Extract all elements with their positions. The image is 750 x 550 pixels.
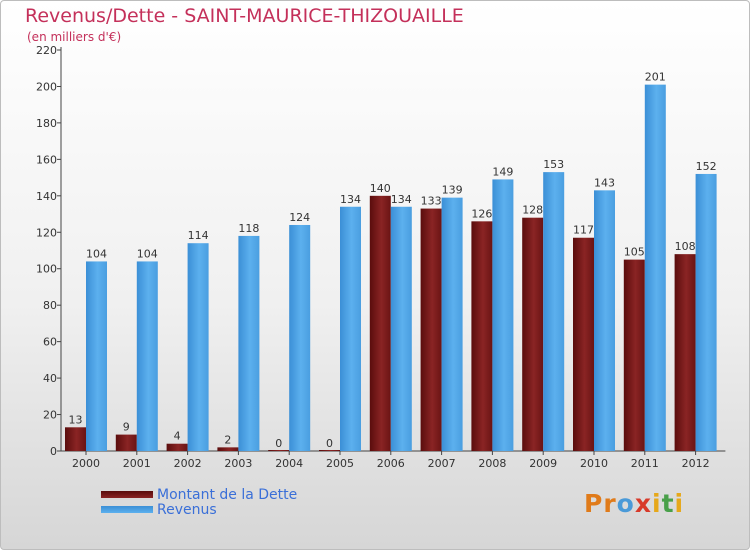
data-label-revenue: 143 <box>594 176 615 189</box>
data-label-revenue: 118 <box>238 222 259 235</box>
logo-letter: i <box>674 489 685 518</box>
bar-revenue <box>289 224 311 451</box>
chart-title: Revenus/Dette - SAINT-MAURICE-THIZOUAILL… <box>25 5 464 27</box>
bar-debt <box>522 217 544 451</box>
data-label-revenue: 104 <box>86 247 107 260</box>
y-tick-label: 20 <box>43 409 57 422</box>
y-tick-label: 40 <box>43 372 57 385</box>
x-tick-label: 2008 <box>478 457 506 470</box>
x-tick-label: 2011 <box>631 457 659 470</box>
logo-letter: t <box>661 489 675 518</box>
data-label-revenue: 201 <box>645 71 666 84</box>
data-label-revenue: 104 <box>137 247 158 260</box>
x-tick-label: 2004 <box>275 457 303 470</box>
data-label-revenue: 152 <box>696 160 717 173</box>
logo-letter: P <box>584 489 604 518</box>
y-tick-label: 80 <box>43 299 57 312</box>
bar-revenue <box>441 197 463 451</box>
data-label-debt: 0 <box>275 437 282 450</box>
bar-revenue <box>543 172 565 451</box>
x-tick-label: 2001 <box>123 457 151 470</box>
legend-label-revenue: Revenus <box>157 501 217 518</box>
data-label-debt: 105 <box>624 246 645 259</box>
logo-letter: i <box>652 489 662 518</box>
x-tick-label: 2012 <box>682 457 710 470</box>
y-tick-label: 160 <box>36 153 57 166</box>
y-tick-label: 60 <box>43 336 57 349</box>
bar-revenue <box>136 261 158 451</box>
bar-revenue <box>187 243 209 451</box>
bar-debt <box>420 208 442 451</box>
legend-swatch-debt <box>101 491 153 498</box>
x-tick-label: 2009 <box>529 457 557 470</box>
chart-subtitle: (en milliers d'€) <box>27 30 122 44</box>
data-label-revenue: 124 <box>289 211 310 224</box>
bar-debt <box>319 450 340 451</box>
data-label-debt: 133 <box>421 195 442 208</box>
x-tick-label: 2007 <box>428 457 456 470</box>
y-tick-label: 220 <box>36 44 57 57</box>
data-label-debt: 9 <box>123 421 130 434</box>
bar-debt <box>166 443 188 451</box>
bar-revenue <box>86 261 107 451</box>
x-tick-label: 2005 <box>326 457 354 470</box>
bar-revenue <box>492 179 514 451</box>
logo-letter: o <box>616 489 635 518</box>
bar-revenue <box>594 190 615 451</box>
logo-letter: x <box>634 489 652 518</box>
bar-revenue <box>695 173 717 452</box>
data-label-revenue: 153 <box>543 158 564 171</box>
y-tick-label: 200 <box>36 80 57 93</box>
data-label-debt: 128 <box>522 204 543 217</box>
bar-debt <box>573 237 594 451</box>
bar-debt <box>471 221 493 451</box>
x-tick-label: 2000 <box>72 457 100 470</box>
data-label-revenue: 134 <box>391 193 412 206</box>
x-tick-label: 2003 <box>224 457 252 470</box>
legend-swatch-revenue <box>101 506 153 513</box>
data-label-debt: 126 <box>471 207 492 220</box>
legend-label-debt: Montant de la Dette <box>157 486 298 503</box>
x-tick-label: 2002 <box>174 457 202 470</box>
data-label-revenue: 149 <box>492 165 513 178</box>
data-label-debt: 13 <box>69 413 83 426</box>
data-label-revenue: 139 <box>442 184 463 197</box>
bar-debt <box>674 254 696 451</box>
bar-revenue <box>644 84 666 451</box>
logo-letter: r <box>603 489 617 518</box>
data-label-debt: 0 <box>326 437 333 450</box>
x-tick-label: 2006 <box>377 457 405 470</box>
x-tick-label: 2010 <box>580 457 608 470</box>
y-tick-label: 180 <box>36 117 57 130</box>
legend: Montant de la Dette Revenus <box>101 486 298 518</box>
bar-debt <box>623 259 645 451</box>
bar-debt <box>268 450 290 451</box>
bar-debt <box>115 434 137 451</box>
legend-item-revenue: Revenus <box>101 501 297 518</box>
y-tick-label: 120 <box>36 226 57 239</box>
bar-revenue <box>390 206 412 451</box>
bar-revenue <box>340 206 361 451</box>
data-label-debt: 140 <box>370 182 391 195</box>
y-tick-label: 100 <box>36 263 57 276</box>
bar-debt <box>369 195 391 451</box>
y-tick-label: 0 <box>50 445 57 458</box>
bar-debt <box>65 427 86 451</box>
data-label-debt: 117 <box>573 224 594 237</box>
y-tick-label: 140 <box>36 190 57 203</box>
bar-revenue <box>238 235 260 451</box>
data-label-revenue: 114 <box>188 229 209 242</box>
legend-item-debt: Montant de la Dette <box>101 486 298 503</box>
data-label-debt: 2 <box>224 433 231 446</box>
proxiti-logo: Proxiti <box>584 489 684 518</box>
data-label-revenue: 134 <box>340 193 361 206</box>
bar-debt <box>217 447 239 451</box>
data-label-debt: 108 <box>675 240 696 253</box>
data-label-debt: 4 <box>174 430 181 443</box>
